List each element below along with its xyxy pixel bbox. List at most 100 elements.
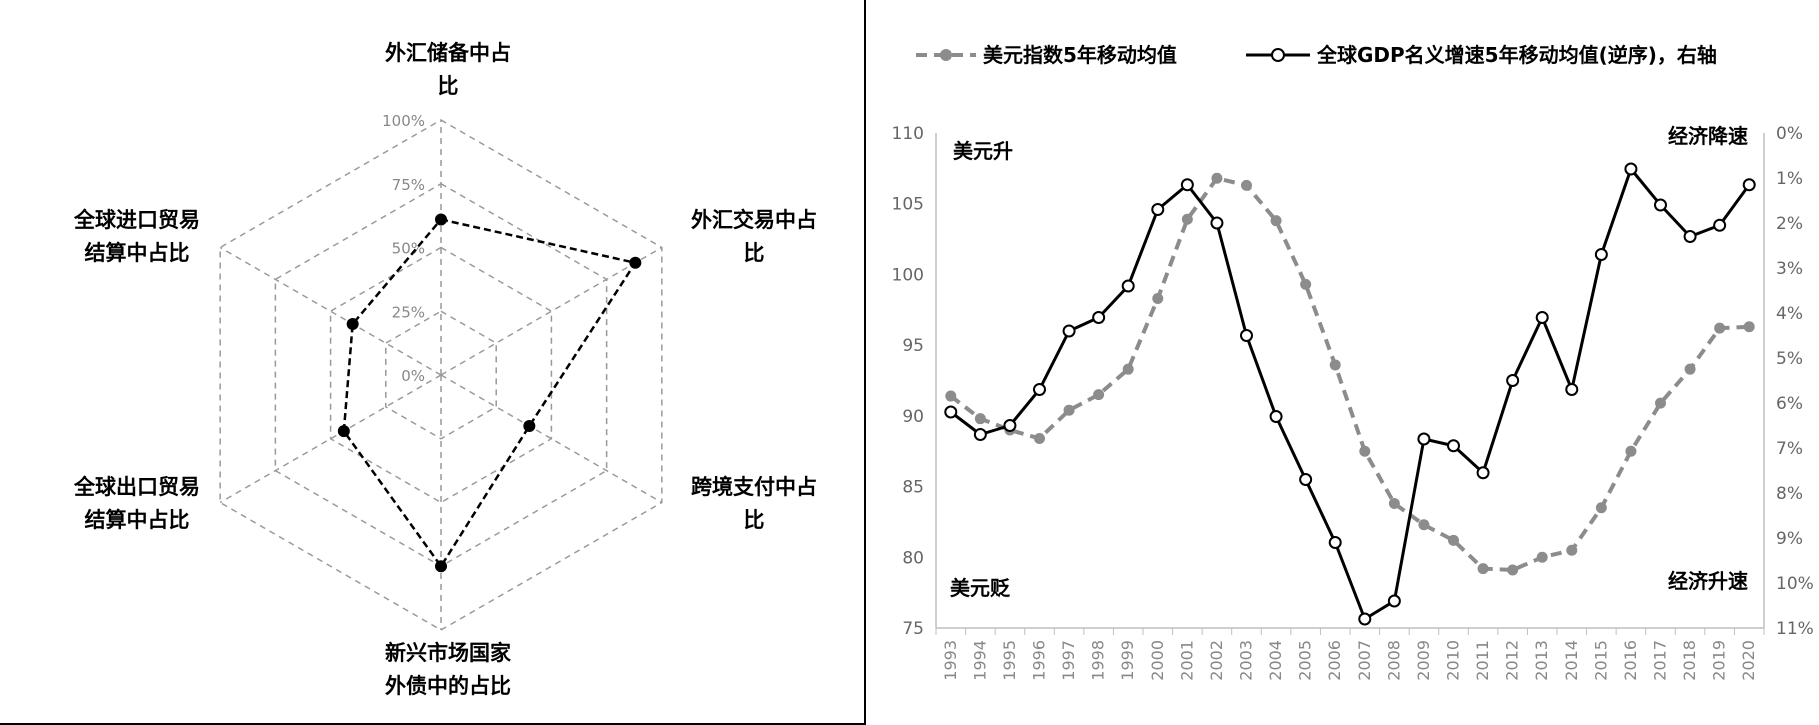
radar-category-label-line: 外债中的占比 — [385, 674, 511, 698]
series-2-point — [1565, 383, 1579, 396]
radar-category-label: 外汇交易中占比 — [691, 208, 817, 265]
series-2-point — [1417, 432, 1431, 446]
radar-category-label: 全球出口贸易结算中占比 — [73, 475, 200, 532]
series-1-point — [1122, 363, 1134, 375]
series-2-point — [1476, 466, 1490, 480]
series-1-point — [1093, 389, 1105, 401]
x-axis-tick-label: 1997 — [1059, 640, 1078, 681]
corner-annotation: 美元贬 — [950, 576, 1011, 600]
series-2-point — [944, 405, 958, 419]
radar-point — [629, 256, 642, 269]
x-axis-tick-label: 1994 — [970, 640, 989, 681]
radar-category-label-line: 比 — [744, 508, 765, 532]
radar-tick-label: 100% — [382, 112, 425, 130]
radar-category-label-line: 比 — [744, 241, 765, 265]
radar-point — [523, 420, 536, 432]
radar-category-label-line: 全球进口贸易 — [73, 208, 200, 232]
series-2-point — [1092, 311, 1106, 324]
series-2-point — [1624, 162, 1638, 176]
series-1-point — [1211, 172, 1223, 184]
series-2-point — [1328, 536, 1342, 549]
series-2-point — [1506, 374, 1520, 387]
right-axis-tick-label: 5% — [1776, 349, 1803, 369]
radar-spoke — [219, 246, 442, 376]
series-1-point — [1625, 445, 1637, 457]
radar-tick-label: 0% — [401, 367, 425, 385]
radar-series — [337, 213, 642, 573]
radar-spoke — [219, 374, 442, 504]
left-axis-tick-label: 85 — [902, 478, 924, 498]
x-axis-tick-label: 1999 — [1118, 640, 1137, 681]
series-1-point — [1241, 179, 1252, 191]
right-axis-tick-label: 8% — [1776, 484, 1803, 504]
radar-grid — [219, 119, 663, 631]
radar-tick-label: 75% — [392, 176, 425, 194]
series-1-point — [1300, 278, 1312, 290]
radar-chart-panel: 0% 25% 50% 75% 100% 外汇储备中占比 外汇交易中占比 跨境支付中占比 新兴市… — [0, 0, 866, 725]
radar-category-label: 全球进口贸易结算中占比 — [73, 208, 200, 265]
radar-category-label-line: 跨境支付中占 — [691, 475, 817, 499]
series-1-point — [1477, 563, 1489, 575]
radar-tick-labels: 0% 25% 50% 75% 100% — [382, 112, 425, 385]
series-2-point — [1358, 612, 1372, 626]
series-2-point — [1447, 439, 1460, 453]
series-1-point — [1595, 502, 1607, 514]
series-1-point — [1714, 322, 1726, 334]
series-1-point — [1329, 359, 1341, 371]
x-axis-tick-label: 2014 — [1562, 640, 1581, 681]
left-axis-tick-label: 110 — [892, 124, 924, 144]
series-1-point — [1388, 498, 1400, 510]
x-axis-tick-label: 2012 — [1503, 640, 1522, 681]
radar-category-label: 新兴市场国家外债中的占比 — [385, 641, 512, 698]
x-axis-tick-label: 2013 — [1532, 640, 1551, 681]
radar-category-label: 外汇储备中占比 — [385, 41, 511, 98]
series-2-point — [1654, 198, 1667, 212]
series-1-point — [1655, 397, 1666, 409]
series-2-point — [1713, 218, 1727, 232]
series-2-point — [1299, 473, 1313, 486]
legend-label: 美元指数5年移动均值 — [983, 43, 1177, 67]
series-2-point — [1033, 383, 1046, 396]
right-axis-tick-label: 1% — [1776, 169, 1803, 189]
right-axis-tick-label: 9% — [1776, 529, 1803, 549]
line-chart: 美元指数5年移动均值 全球GDP名义增速5年移动均值(逆序)，右轴 75 80 85 9… — [892, 43, 1814, 681]
series-2-point — [1535, 311, 1549, 324]
radar-category-label-line: 新兴市场国家 — [385, 641, 512, 665]
right-axis-ticks: 0% 1% 2% 3% 4% 5% 6% 7% 8% 9% 10% 11% — [1776, 124, 1814, 639]
radar-tick-label: 50% — [392, 240, 425, 258]
series-1-point — [1270, 215, 1282, 227]
radar-category-label-line: 结算中占比 — [85, 241, 190, 265]
series-1-point — [1507, 564, 1519, 576]
series-1-point — [1536, 551, 1548, 563]
right-axis-tick-label: 0% — [1776, 124, 1803, 144]
x-axis-tick-label: 2010 — [1444, 640, 1463, 681]
series-line-2 — [949, 167, 1751, 621]
series-2-point — [1269, 410, 1283, 423]
right-axis-tick-label: 2% — [1776, 214, 1803, 234]
right-axis-tick-label: 10% — [1776, 574, 1814, 594]
x-axis-tick-label: 2015 — [1591, 640, 1610, 681]
x-axis-tick-label: 2019 — [1710, 640, 1729, 681]
series-2-point — [1210, 216, 1224, 230]
right-axis-tick-label: 6% — [1776, 394, 1803, 414]
series-1-point — [1448, 534, 1459, 546]
x-axis-tick-label: 2008 — [1384, 640, 1403, 681]
radar-category-label-line: 外汇交易中占 — [691, 208, 817, 232]
radar-series-line — [342, 218, 638, 569]
x-axis-tick-label: 2003 — [1237, 640, 1256, 681]
corner-annotation: 经济升速 — [1668, 569, 1748, 593]
series-2-point — [1594, 248, 1608, 261]
left-axis-tick-label: 75 — [902, 619, 924, 639]
radar-category-label-line: 结算中占比 — [85, 508, 190, 532]
chart-legend: 美元指数5年移动均值 全球GDP名义增速5年移动均值(逆序)，右轴 — [916, 43, 1717, 67]
radar-grid-ring — [385, 310, 497, 440]
left-axis-tick-label: 105 — [892, 195, 924, 215]
series-2-point — [1240, 329, 1253, 342]
x-axis-tick-label: 2005 — [1296, 640, 1315, 681]
radar-category-label-line: 比 — [438, 74, 459, 98]
radar-tick-label: 25% — [392, 303, 425, 321]
series-1-point — [1034, 432, 1045, 444]
radar-category-label-line: 全球出口贸易 — [73, 475, 200, 499]
x-axis-tick-label: 2006 — [1325, 640, 1344, 681]
